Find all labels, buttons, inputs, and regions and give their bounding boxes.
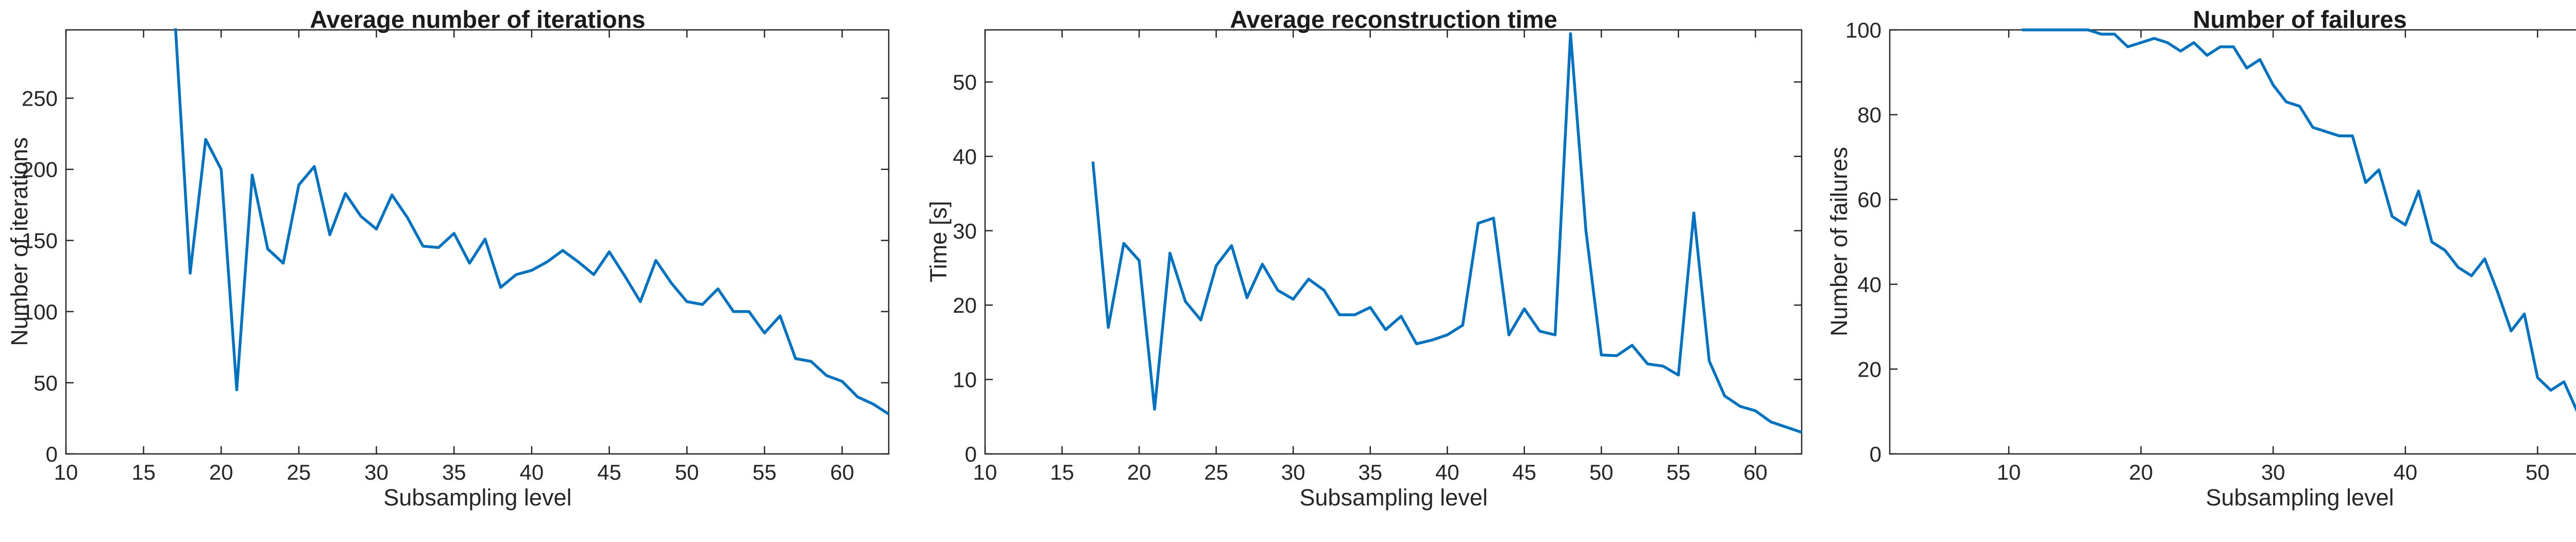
x-tick-label: 30 xyxy=(2261,460,2285,484)
x-tick-label: 10 xyxy=(54,460,78,484)
x-tick-label: 10 xyxy=(1997,460,2021,484)
y-tick-label: 50 xyxy=(953,70,977,94)
x-tick-label: 25 xyxy=(287,460,311,484)
x-tick-label: 40 xyxy=(520,460,544,484)
x-tick-label: 55 xyxy=(753,460,777,484)
y-tick-label: 50 xyxy=(33,371,58,395)
data-line xyxy=(1091,32,1802,434)
plot-box xyxy=(1889,29,2576,455)
plot-box xyxy=(984,29,1803,455)
y-tick-label: 100 xyxy=(1845,18,1882,42)
x-tick-label: 30 xyxy=(1281,460,1306,484)
x-tick-label: 30 xyxy=(364,460,388,484)
x-tick-label: 60 xyxy=(830,460,854,484)
data-line xyxy=(174,28,890,416)
y-tick-label: 20 xyxy=(953,293,977,317)
y-tick-label: 0 xyxy=(1870,442,1882,466)
x-tick-label: 45 xyxy=(1512,460,1536,484)
axis-tick-labels: 102030405060020406080100 xyxy=(1845,18,2550,484)
chart-title: Average reconstruction time xyxy=(1230,6,1557,33)
plot-box xyxy=(65,29,890,455)
chart-title: Average number of iterations xyxy=(310,6,646,33)
y-tick-label: 0 xyxy=(965,442,977,466)
axis-tick-labels: 10 15 20 25 30 35 40 45 50 55 60 0 50 100 150 200 250 xyxy=(22,87,854,484)
data-line xyxy=(2022,28,2576,413)
plot-area-failures: 102030405060020406080100 xyxy=(1845,18,2576,484)
y-tick-label: 40 xyxy=(953,145,977,169)
x-tick-label: 40 xyxy=(2393,460,2417,484)
axis-ticks xyxy=(65,30,889,455)
x-tick-label: 45 xyxy=(597,460,621,484)
x-tick-label: 60 xyxy=(1743,460,1768,484)
y-tick-label: 60 xyxy=(1857,188,1882,212)
x-tick-label: 20 xyxy=(1127,460,1151,484)
y-tick-label: 80 xyxy=(1857,103,1882,127)
axis-ticks xyxy=(1890,29,2538,455)
x-tick-label: 35 xyxy=(442,460,466,484)
x-tick-label: 20 xyxy=(2129,460,2153,484)
axis-ticks xyxy=(984,30,1802,455)
y-tick-label: 250 xyxy=(22,87,58,111)
plot-area-iterations: 10 15 20 25 30 35 40 45 50 55 60 0 50 100 150 200 250 xyxy=(22,28,890,484)
y-tick-label: 100 xyxy=(22,300,58,324)
x-axis-label: Subsampling level xyxy=(1299,484,1488,511)
chart-average-reconstruction-time: Average reconstruction time Time [s] Sub… xyxy=(907,0,1814,542)
x-axis-label: Subsampling level xyxy=(383,484,572,511)
x-tick-label: 10 xyxy=(973,460,997,484)
y-tick-label: 150 xyxy=(22,229,58,253)
x-tick-label: 15 xyxy=(131,460,156,484)
y-tick-label: 200 xyxy=(22,158,58,182)
y-tick-label: 30 xyxy=(953,219,977,243)
x-tick-label: 20 xyxy=(209,460,233,484)
x-tick-label: 50 xyxy=(2526,460,2550,484)
x-tick-label: 55 xyxy=(1666,460,1690,484)
x-axis-label: Subsampling level xyxy=(2206,484,2394,511)
chart-average-iterations: Average number of iterations Number of i… xyxy=(0,0,907,542)
x-tick-label: 40 xyxy=(1435,460,1460,484)
y-tick-label: 20 xyxy=(1857,357,1882,381)
x-tick-label: 25 xyxy=(1204,460,1228,484)
x-tick-label: 50 xyxy=(675,460,699,484)
x-tick-label: 50 xyxy=(1589,460,1614,484)
y-tick-label: 0 xyxy=(46,442,58,466)
x-tick-label: 35 xyxy=(1358,460,1382,484)
y-tick-label: 40 xyxy=(1857,273,1882,297)
chart-title: Number of failures xyxy=(2193,6,2407,33)
chart-number-of-failures: Number of failures Number of failures Su… xyxy=(1814,0,2576,542)
y-tick-label: 10 xyxy=(953,368,977,392)
x-tick-label: 15 xyxy=(1050,460,1074,484)
